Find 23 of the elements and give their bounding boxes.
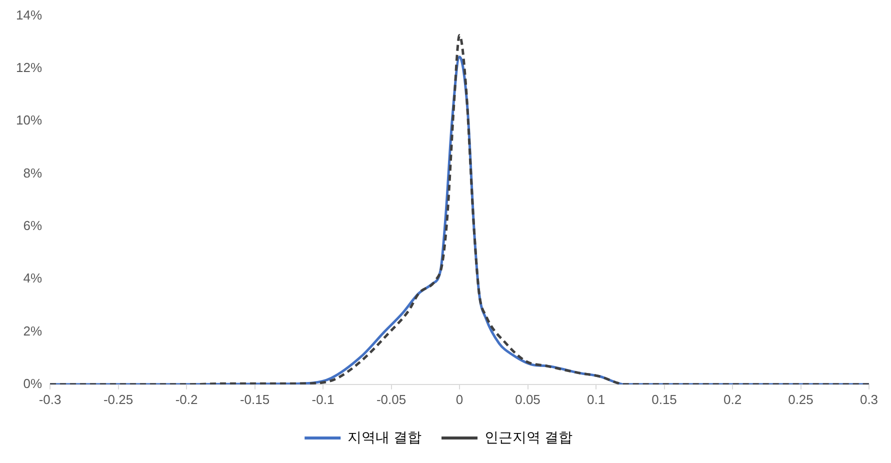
x-tick-label: 0: [456, 392, 464, 407]
y-tick-label: 4%: [23, 270, 42, 286]
y-tick-label: 8%: [23, 165, 42, 180]
x-tick-label: 0.05: [515, 392, 540, 407]
x-tick-label: 0.15: [652, 392, 677, 407]
legend-label: 지역내 결합: [348, 428, 422, 445]
x-tick-label: 0.25: [788, 392, 814, 407]
y-tick-label: 10%: [16, 112, 42, 128]
y-tick-label: 6%: [23, 218, 42, 234]
x-tick-label: 0.3: [860, 392, 878, 407]
x-tick-label: -0.2: [175, 392, 198, 407]
x-tick-label: -0.25: [103, 392, 134, 407]
legend-label: 인근지역 결합: [484, 428, 572, 445]
x-tick-label: -0.15: [240, 392, 270, 407]
x-tick-label: -0.05: [376, 392, 406, 407]
y-tick-label: 14%: [16, 7, 42, 22]
x-tick-label: -0.1: [312, 392, 334, 407]
y-tick-label: 2%: [23, 323, 42, 338]
x-tick-label: -0.3: [38, 392, 62, 407]
x-tick-label: 0.2: [723, 392, 742, 407]
y-tick-label: 12%: [16, 60, 42, 76]
x-tick-label: 0.1: [586, 392, 606, 407]
y-tick-label: 0%: [23, 376, 42, 391]
